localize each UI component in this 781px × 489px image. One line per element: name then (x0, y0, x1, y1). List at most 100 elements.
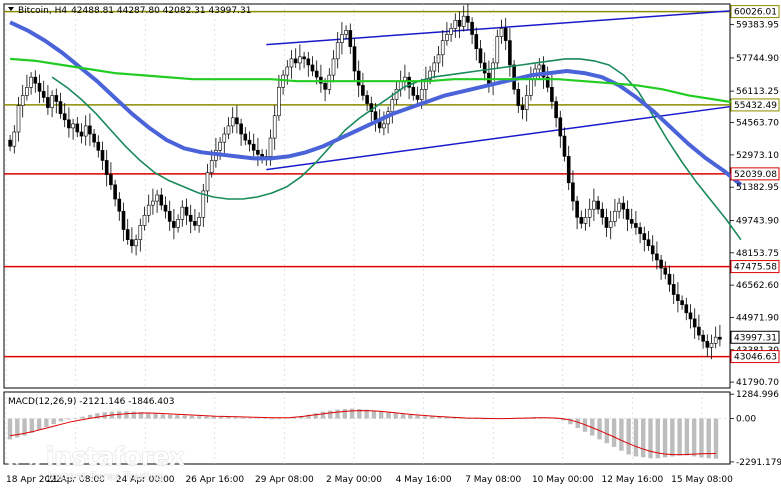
macd-histogram-bar (218, 416, 224, 419)
price-tick-label: 59383.95 (736, 21, 779, 31)
macd-histogram-bar (684, 418, 690, 456)
candle-body (440, 40, 445, 56)
candle-body (390, 99, 395, 112)
candle-body (323, 82, 327, 90)
time-tick-label: 7 May 08:00 (465, 475, 521, 485)
price-tick-label: 41790.70 (736, 378, 779, 388)
macd-histogram-bar (429, 416, 435, 419)
time-tick-label: 18 Apr 2022 (6, 475, 62, 485)
candle-body (58, 101, 63, 115)
macd-histogram-bar (626, 418, 631, 455)
candle-body (239, 123, 243, 135)
macd-histogram-bar (197, 416, 202, 419)
moving-average-line (51, 58, 742, 241)
macd-histogram-bar (15, 418, 20, 438)
macd-histogram-bar (422, 416, 428, 419)
macd-histogram-bar (95, 413, 100, 419)
macd-histogram-bar (153, 413, 158, 419)
macd-histogram-bar (131, 411, 136, 419)
macd-histogram-bar (80, 416, 85, 419)
menu-triangle-icon[interactable] (8, 7, 14, 11)
candle-body (470, 21, 474, 35)
candle-body (306, 58, 311, 66)
candle-body (222, 133, 227, 143)
macd-histogram-bar (160, 414, 166, 419)
candle-body (688, 312, 693, 320)
macd-histogram-bar (597, 418, 602, 440)
candle-body (146, 204, 151, 216)
macd-histogram-bar (116, 411, 122, 419)
candle-body (503, 28, 508, 41)
candle-body (596, 200, 600, 210)
candle-body (562, 135, 567, 157)
candle-body (29, 76, 33, 88)
candle-body (713, 336, 718, 344)
macd-histogram-bar (29, 418, 35, 433)
candle-body (20, 95, 25, 106)
macd-tick-label: -2291.179 (736, 458, 781, 468)
macd-histogram-bar (36, 418, 42, 430)
candle-body (184, 206, 189, 216)
macd-histogram-bar (298, 416, 304, 419)
macd-histogram-bar (269, 418, 275, 420)
candle-body (193, 221, 197, 226)
macd-histogram-bar (393, 413, 398, 419)
candle-body (613, 210, 617, 222)
candle-body (100, 149, 105, 161)
candle-body (575, 200, 579, 218)
symbol-label: Bitcoin, H4 42488.81 44287.80 42082.31 43… (18, 6, 251, 16)
macd-histogram-bar (473, 418, 479, 420)
candle-body (54, 95, 59, 102)
candle-body (256, 149, 260, 155)
macd-histogram-bar (138, 412, 144, 419)
candle-body (285, 66, 290, 76)
macd-histogram-bar (291, 417, 297, 419)
macd-histogram-bar (459, 418, 464, 419)
macd-histogram-bar (655, 418, 660, 459)
candle-body (718, 336, 722, 340)
candle-body (382, 123, 386, 129)
macd-histogram-bar (204, 416, 209, 419)
price-tick-label: 52973.10 (736, 151, 779, 161)
instaforex-logo-icon (8, 444, 40, 476)
macd-histogram-bar (58, 418, 64, 422)
price-tick-label: 51382.95 (736, 183, 779, 193)
candle-body (411, 87, 416, 96)
time-tick-label: 2 May 00:00 (326, 475, 382, 485)
candle-body (159, 194, 164, 206)
price-tick-label: 54563.70 (736, 119, 779, 129)
price-tick-label: 44971.90 (736, 313, 779, 323)
candle-body (289, 58, 294, 68)
macd-histogram-bar (102, 412, 107, 419)
candle-body (138, 225, 143, 240)
macd-histogram-bar (641, 418, 646, 458)
time-tick-label: 24 Apr 00:00 (116, 475, 175, 485)
candle-body (482, 62, 487, 74)
candle-body (352, 46, 357, 72)
candle-body (293, 58, 298, 64)
candle-body (558, 117, 563, 137)
moving-average-line (10, 57, 742, 105)
time-tick-label: 26 Apr 16:00 (185, 475, 244, 485)
candle-body (109, 174, 113, 186)
candle-body (125, 229, 130, 240)
time-tick-label: 15 May 08:00 (671, 475, 733, 485)
macd-histogram-bar (480, 418, 486, 420)
candle-body (96, 141, 101, 151)
candle-body (209, 160, 214, 173)
candle-body (461, 15, 466, 27)
macd-histogram-bar (124, 411, 129, 419)
candle-body (247, 139, 252, 145)
candle-body (629, 219, 634, 224)
candle-body (508, 40, 512, 66)
macd-histogram-bar (648, 418, 653, 459)
candle-body (676, 294, 680, 301)
candle-body (104, 160, 109, 175)
candle-body (428, 70, 432, 80)
macd-histogram-bar (320, 411, 326, 419)
macd-tick-label: 1284.996 (736, 390, 779, 400)
candle-body (218, 141, 222, 151)
candle-body (600, 208, 605, 218)
